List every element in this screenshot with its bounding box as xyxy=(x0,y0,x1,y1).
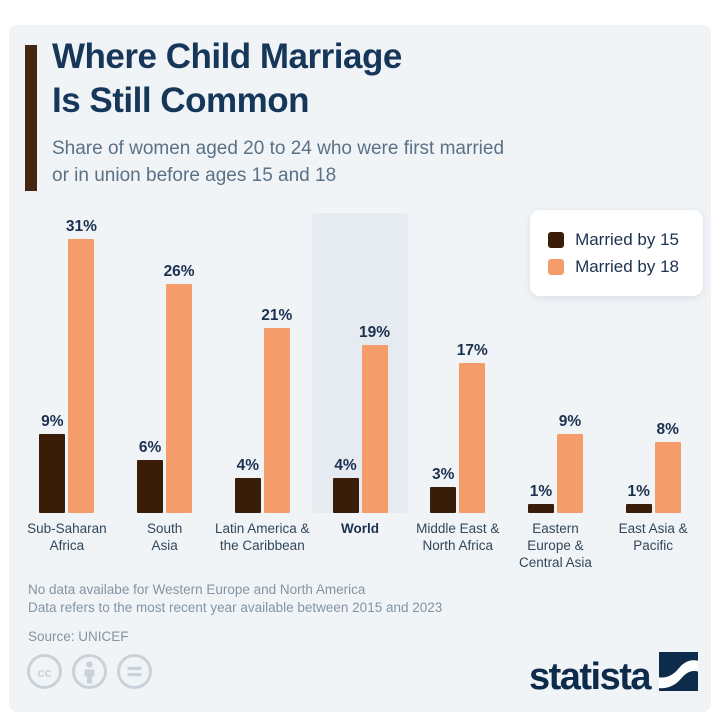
category-label: Sub-Saharan Africa xyxy=(27,521,107,553)
bar-value-label: 9% xyxy=(558,413,582,430)
category-label: East Asia & Pacific xyxy=(618,521,688,553)
bar-value-label: 4% xyxy=(236,457,259,474)
bar xyxy=(625,504,652,513)
bar-column: 6% xyxy=(136,439,165,513)
bar-pair: 6% 26% xyxy=(117,213,213,513)
category-label: Latin America & the Caribbean xyxy=(215,521,310,553)
bar-value-label: 19% xyxy=(359,324,391,341)
bar-group: 1% 8% East Asia & Pacific xyxy=(605,213,701,585)
infographic-card: Where Child Marriage Is Still Common Sha… xyxy=(9,25,711,712)
bar xyxy=(234,478,261,513)
legend-label-married-by-15: Married by 15 xyxy=(575,230,679,249)
bar xyxy=(332,478,359,513)
bar-value-label: 21% xyxy=(261,307,293,324)
bar-column: 1% xyxy=(526,483,555,513)
bar xyxy=(527,504,554,513)
bar-column: 9% xyxy=(38,413,67,513)
footnotes: No data availabe for Western Europe and … xyxy=(28,581,442,646)
bar-value-label: 31% xyxy=(65,218,97,235)
bar-value-label: 4% xyxy=(334,457,357,474)
bar-pair: 9% 31% xyxy=(19,213,115,513)
bar-value-label: 8% xyxy=(656,421,679,438)
bar-column: 1% xyxy=(624,483,653,513)
category-label: South Asia xyxy=(146,521,183,553)
legend-swatch-married-by-15 xyxy=(548,231,565,248)
bar-column: 19% xyxy=(359,324,391,513)
statista-logo-icon xyxy=(659,652,698,696)
bar-column: 21% xyxy=(261,307,293,513)
highlight-column: 4% 19% xyxy=(312,213,408,513)
bar-value-label: 17% xyxy=(456,342,488,359)
bar-group: 9% 31% Sub-Saharan Africa xyxy=(19,213,115,585)
bar-group: 3% 17% Middle East & North Africa xyxy=(410,213,506,585)
bar-value-label: 1% xyxy=(529,483,553,500)
bar xyxy=(166,284,193,513)
statista-wordmark: statista xyxy=(528,656,652,698)
bar-pair: 3% 17% xyxy=(410,213,506,513)
bar-column: 4% xyxy=(233,457,262,513)
bar-value-label: 1% xyxy=(627,483,650,500)
license-icons: cc xyxy=(26,653,153,695)
header: Where Child Marriage Is Still Common Sha… xyxy=(52,35,504,189)
bar-column: 31% xyxy=(65,218,97,513)
bar-value-label: 6% xyxy=(138,439,162,456)
bar-group: 4% 19% World xyxy=(312,213,408,585)
plot-area: 9% 31% Sub-Saharan Africa 6% 26% South Asia 4% 21… xyxy=(18,213,702,585)
bar-group: 4% 21% Latin America & the Caribbean xyxy=(214,213,310,585)
footnote-line-2: Data refers to the most recent year avai… xyxy=(28,600,443,615)
category-label: World xyxy=(341,521,380,536)
legend-label-married-by-18: Married by 18 xyxy=(575,257,679,276)
bar xyxy=(137,460,164,513)
legend: Married by 15 Married by 18 xyxy=(530,210,703,296)
category-label: Middle East & North Africa xyxy=(416,521,500,553)
title-accent-bar xyxy=(25,45,37,191)
attribution-icon xyxy=(71,653,108,695)
footnote-line-1: No data availabe for Western Europe and … xyxy=(28,582,366,597)
nd-icon xyxy=(116,653,153,695)
bar xyxy=(263,328,290,513)
svg-text:cc: cc xyxy=(37,665,51,680)
bar-value-label: 9% xyxy=(41,413,64,430)
subtitle-line-2: or in union before ages 15 and 18 xyxy=(52,165,337,186)
bar-group: 6% 26% South Asia xyxy=(117,213,213,585)
legend-swatch-married-by-18 xyxy=(548,258,565,275)
bar-value-label: 3% xyxy=(432,466,455,483)
bar-pair: 4% 21% xyxy=(214,213,310,513)
cc-icon: cc xyxy=(26,653,63,695)
bar-column: 17% xyxy=(456,342,488,513)
subtitle-line-1: Share of women aged 20 to 24 who were fi… xyxy=(52,138,505,159)
statista-branding: statista xyxy=(529,652,698,696)
bar-column: 8% xyxy=(653,421,682,513)
legend-item-married-by-18: Married by 18 xyxy=(548,253,679,280)
bar-chart: 9% 31% Sub-Saharan Africa 6% 26% South Asia 4% 21… xyxy=(18,210,703,585)
bar-column: 26% xyxy=(163,263,195,513)
bar xyxy=(556,434,583,513)
bar-value-label: 26% xyxy=(163,263,195,280)
bar xyxy=(361,345,388,513)
chart-subtitle: Share of women aged 20 to 24 who were fi… xyxy=(52,135,504,189)
bottom-row: cc xyxy=(26,646,698,702)
bar-column: 9% xyxy=(555,413,584,513)
bar xyxy=(459,363,486,513)
bar-pair: 1% 8% xyxy=(605,213,701,513)
bar xyxy=(68,239,95,513)
bar-column: 4% xyxy=(331,457,360,513)
bar xyxy=(430,487,457,513)
bar xyxy=(654,442,681,513)
bar-column: 3% xyxy=(429,466,458,513)
bar-group: 1% 9% Eastern Europe & Central Asia xyxy=(508,213,604,585)
bar-pair: 1% 9% xyxy=(508,213,604,513)
source-note: Source: UNICEF xyxy=(28,629,129,644)
page-title-line-1: Where Child Marriage xyxy=(52,37,402,76)
page-title-line-2: Is Still Common xyxy=(52,81,309,120)
category-label: Eastern Europe & Central Asia xyxy=(519,521,592,570)
bar xyxy=(39,434,66,513)
legend-item-married-by-15: Married by 15 xyxy=(548,226,679,253)
